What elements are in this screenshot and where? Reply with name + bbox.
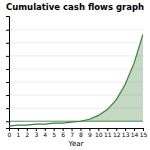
x-tick-label: 8 (79, 131, 83, 138)
y-axis-line (6, 17, 10, 129)
title: Cumulative cash flows graph (6, 2, 144, 12)
y-tick-mark (6, 82, 9, 83)
x-tick-label: 4 (43, 131, 47, 138)
y-tick (6, 56, 9, 57)
y-tick-mark (6, 95, 9, 96)
x-tick-label: 9 (88, 131, 92, 138)
y-tick-mark (6, 121, 9, 122)
grid-line (9, 55, 143, 56)
y-tick-mark (6, 30, 9, 31)
y-tick (6, 108, 9, 109)
x-tick-label: 14 (131, 131, 139, 138)
grid-line (9, 68, 143, 69)
plot: 0123456789101112131415 (6, 17, 147, 138)
x-tick: 5 (52, 128, 56, 138)
x-tick: 3 (34, 128, 38, 138)
x-tick: 2 (25, 128, 29, 138)
x-tick-label: 13 (122, 131, 130, 138)
x-axis: 0123456789101112131415 (8, 128, 148, 138)
x-tick: 1 (17, 128, 21, 138)
x-tick-label: 11 (104, 131, 112, 138)
x-tick: 15 (140, 128, 148, 138)
x-tick-label: 1 (17, 131, 21, 138)
x-label: Year (68, 140, 84, 148)
y-tick (6, 69, 9, 70)
x-tick: 0 (8, 128, 12, 138)
x-tick-label: 2 (25, 131, 29, 138)
x-tick-label: 10 (95, 131, 103, 138)
x-tick: 14 (131, 128, 139, 138)
x-tick-label: 12 (113, 131, 121, 138)
x-tick: 8 (79, 128, 83, 138)
x-tick: 10 (95, 128, 103, 138)
y-tick (6, 121, 9, 122)
y-tick (6, 95, 9, 96)
grid (9, 30, 143, 121)
x-tick-label: 7 (70, 131, 74, 138)
y-tick (6, 82, 9, 83)
grid-line (9, 29, 143, 30)
x-tick-label: 6 (61, 131, 65, 138)
x-tick-label: 15 (140, 131, 148, 138)
area-fill (80, 34, 143, 121)
y-axis (6, 17, 10, 129)
y-tick (6, 30, 9, 31)
grid-line (9, 82, 143, 83)
x-tick: 4 (43, 128, 47, 138)
chart: 0123456789101112131415Cumulative cash fl… (0, 0, 150, 150)
y-tick (6, 43, 9, 44)
line (9, 34, 143, 126)
x-tick: 7 (70, 128, 74, 138)
x-tick-label: 0 (8, 131, 12, 138)
y-tick-mark (6, 43, 9, 44)
x-tick-label: 5 (52, 131, 56, 138)
grid-line (9, 42, 143, 43)
x-tick-label: 3 (34, 131, 38, 138)
x-tick: 9 (88, 128, 92, 138)
data (9, 34, 143, 126)
y-tick-mark (6, 69, 9, 70)
y-tick-mark (6, 108, 9, 109)
y-tick-mark (6, 56, 9, 57)
x-tick: 13 (122, 128, 130, 138)
x-tick: 11 (104, 128, 112, 138)
x-tick: 12 (113, 128, 121, 138)
x-tick: 6 (61, 128, 65, 138)
